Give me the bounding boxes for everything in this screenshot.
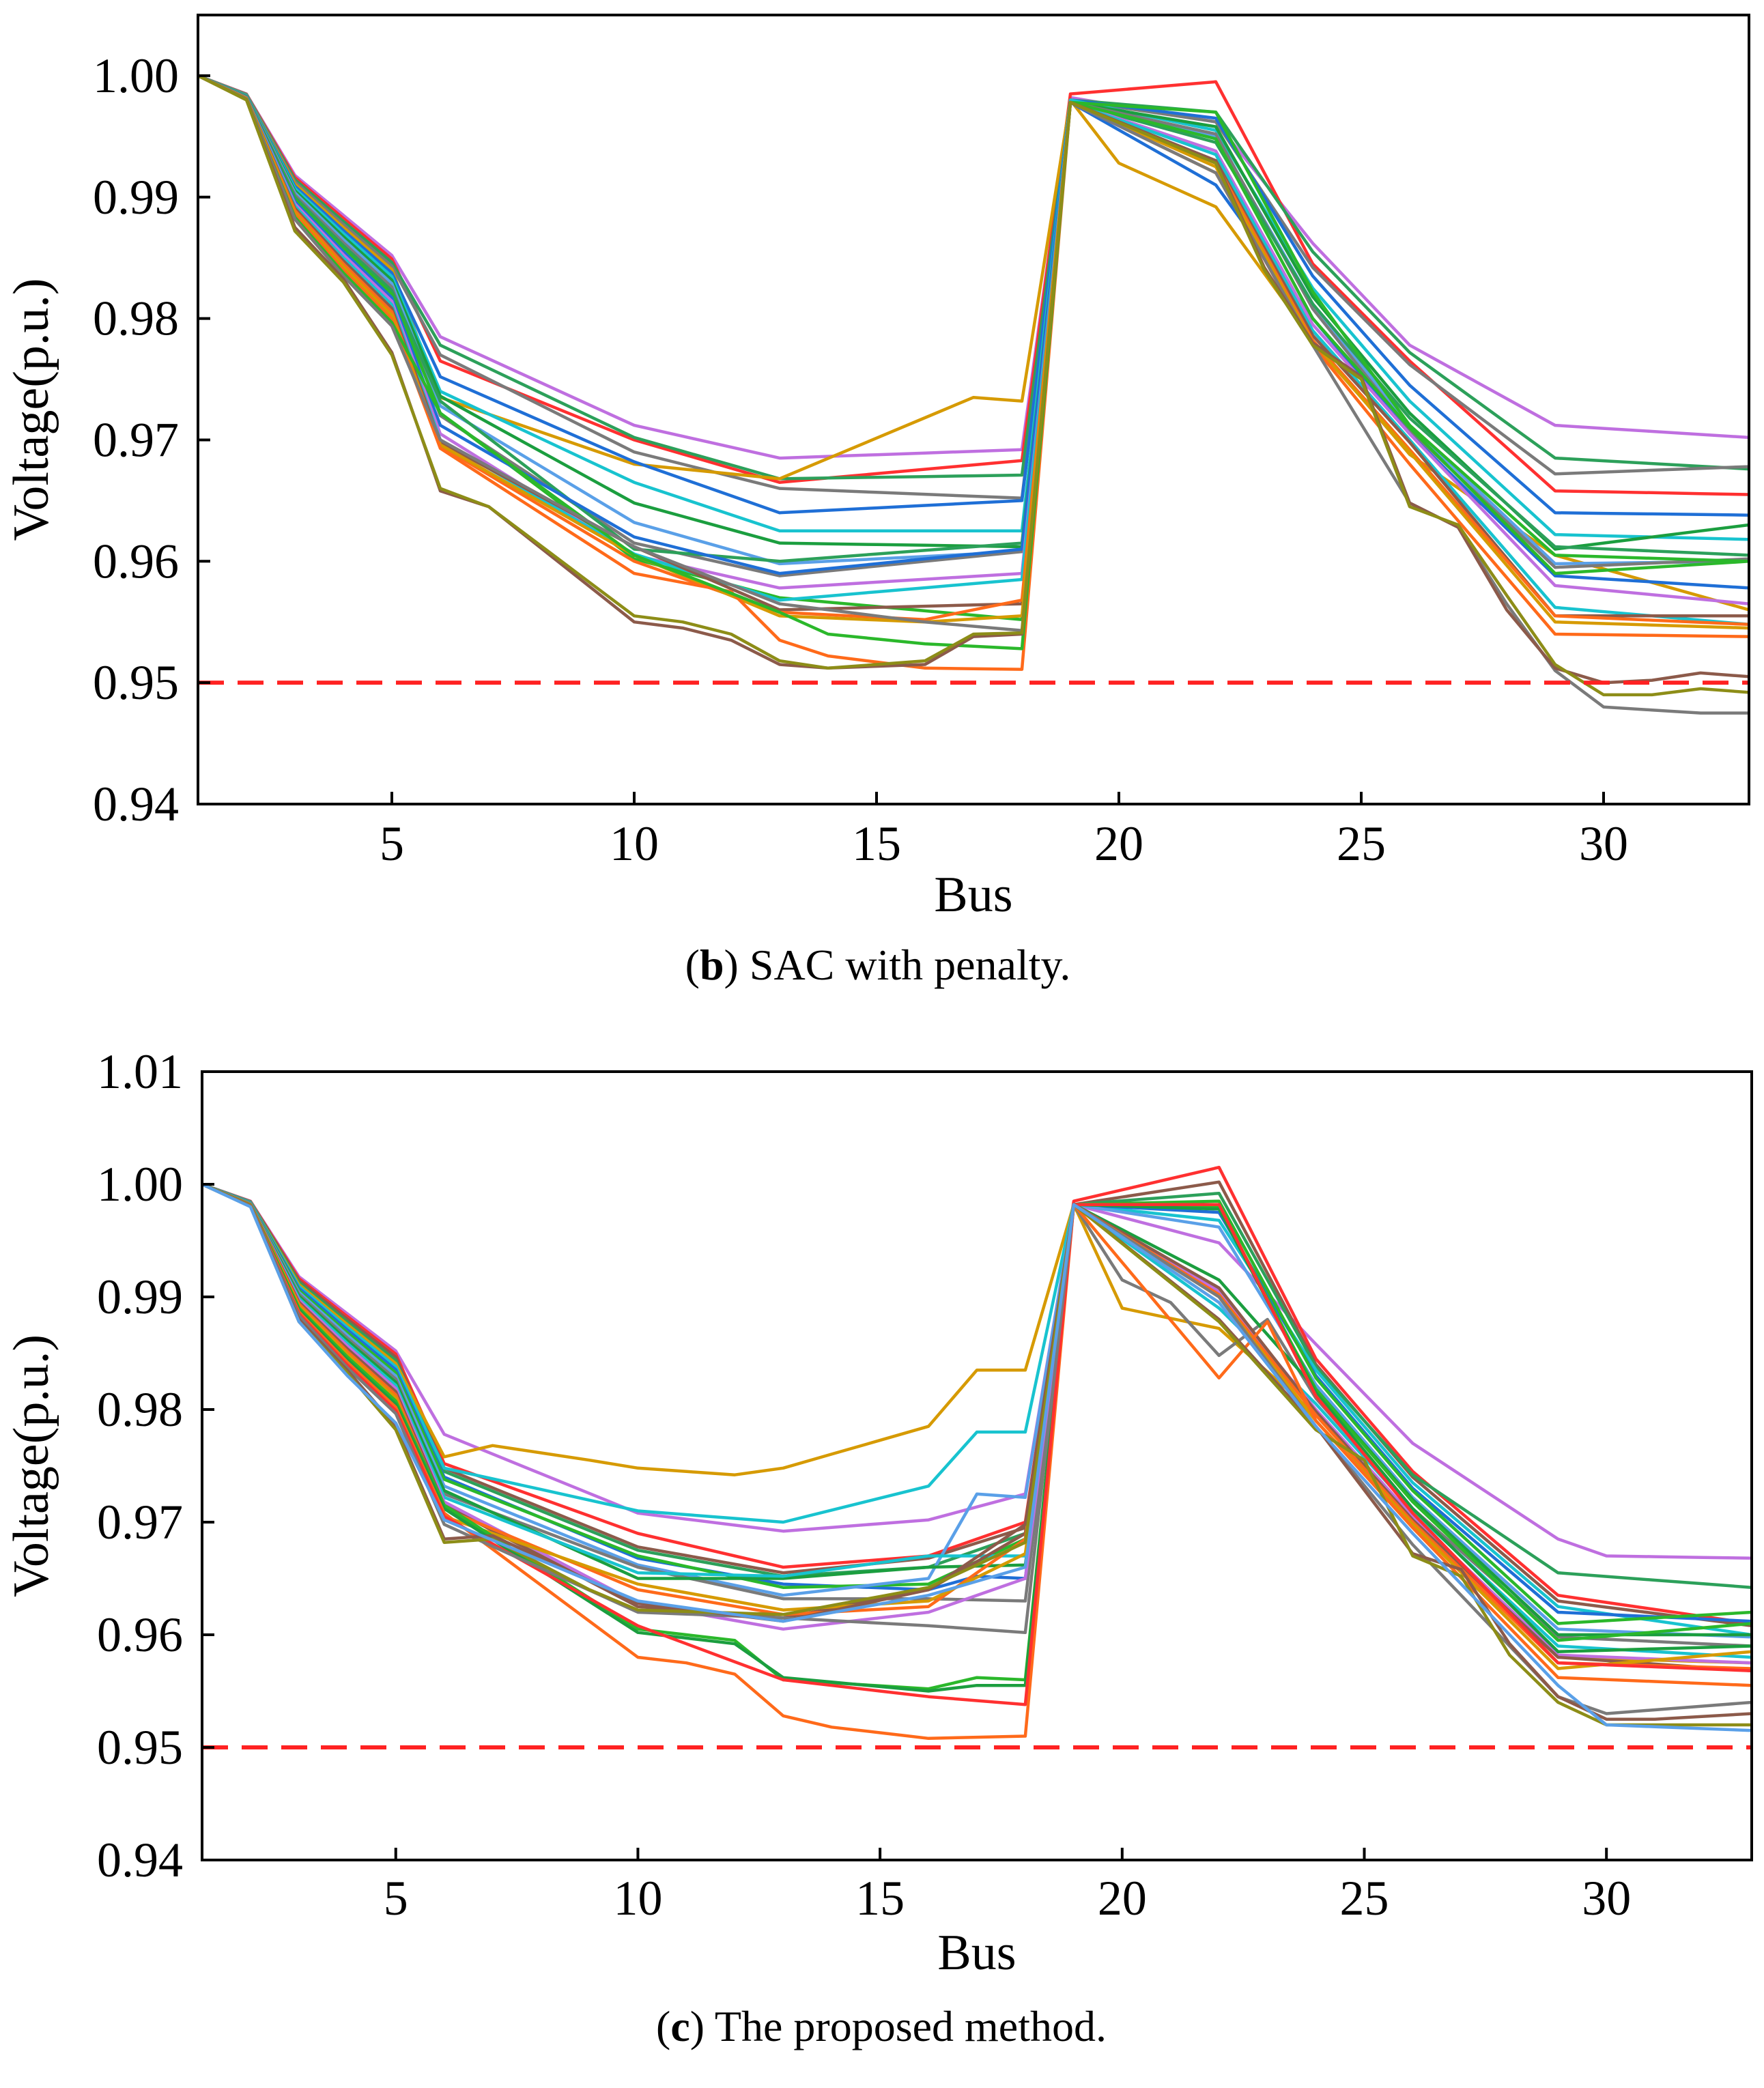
x-axis-title: Bus <box>937 1925 1016 1981</box>
y-tick-label: 0.94 <box>93 777 179 831</box>
panel-c-proposed-method: 5 10 15 20 25 30 0.94 0.95 0.96 0.97 0.98 0.99 1.00 1… <box>3 1044 1753 2050</box>
x-tick-label: 20 <box>1094 816 1143 871</box>
panel-b-sac-with-penalty: 5 10 15 20 25 30 0.94 0.95 0.96 0.97 0.98 0.99 1.00 B… <box>3 14 1750 989</box>
y-tick-label: 0.94 <box>97 1833 183 1887</box>
voltage-series-line <box>198 74 1749 671</box>
x-tick-label: 25 <box>1340 1871 1389 1926</box>
voltage-series-line <box>202 1182 1752 1639</box>
voltage-series-line <box>198 74 1749 460</box>
series-group <box>198 74 1749 715</box>
voltage-series-line <box>198 74 1749 541</box>
voltage-series-line <box>202 1182 1752 1670</box>
x-tick-label: 25 <box>1337 816 1386 871</box>
voltage-series-line <box>202 1182 1752 1693</box>
voltage-series-line <box>198 74 1749 627</box>
y-tick-label: 1.00 <box>97 1157 183 1212</box>
voltage-series-line <box>198 74 1749 630</box>
voltage-series-line <box>198 74 1749 715</box>
x-tick-label: 30 <box>1579 816 1628 871</box>
voltage-series-line <box>198 74 1749 627</box>
voltage-series-line <box>198 74 1749 650</box>
x-tick-label: 30 <box>1582 1871 1631 1926</box>
series-group <box>202 1165 1752 1741</box>
y-tick-label: 0.99 <box>97 1270 183 1324</box>
x-tick-label: 5 <box>384 1871 408 1926</box>
y-axis-title: Voltage(p.u.) <box>3 278 59 541</box>
voltage-series-line <box>198 74 1749 697</box>
y-tick-label: 1.01 <box>97 1044 183 1099</box>
x-tick-label: 10 <box>613 1871 662 1926</box>
y-tick-label: 0.95 <box>97 1720 183 1775</box>
voltage-series-line <box>202 1182 1752 1637</box>
plot-frame <box>197 14 1750 805</box>
y-tick-label: 0.95 <box>93 655 179 710</box>
plot-frame <box>201 1070 1753 1861</box>
voltage-series-line <box>202 1182 1752 1665</box>
y-tick-label: 1.00 <box>93 48 179 103</box>
y-tick-label: 0.97 <box>97 1495 183 1549</box>
voltage-series-line <box>202 1182 1752 1732</box>
y-tick-label: 0.99 <box>93 170 179 225</box>
voltage-series-line <box>198 74 1749 563</box>
voltage-series-line <box>202 1180 1752 1628</box>
x-tick-label: 5 <box>380 816 404 871</box>
voltage-series-line <box>202 1182 1752 1727</box>
y-axis-title: Voltage(p.u.) <box>3 1334 59 1597</box>
x-tick-label: 15 <box>852 816 901 871</box>
voltage-series-line <box>202 1182 1752 1560</box>
figure-caption: (c) The proposed method. <box>656 2002 1107 2050</box>
voltage-series-line <box>202 1165 1752 1625</box>
y-tick-label: 0.98 <box>97 1382 183 1437</box>
figure-caption: (b) SAC with penalty. <box>685 941 1071 989</box>
x-tick-label: 15 <box>855 1871 905 1926</box>
y-tick-label: 0.98 <box>93 291 179 346</box>
voltage-series-line <box>198 74 1749 481</box>
voltage-series-line <box>198 74 1749 496</box>
x-tick-label: 20 <box>1098 1871 1147 1926</box>
y-tick-label: 0.96 <box>97 1607 183 1662</box>
x-tick-label: 10 <box>610 816 659 871</box>
voltage-series-line <box>202 1182 1752 1589</box>
y-tick-label: 0.97 <box>93 412 179 467</box>
voltage-series-line <box>198 74 1749 500</box>
voltage-series-line <box>198 74 1749 605</box>
voltage-series-line <box>202 1182 1752 1665</box>
voltage-series-line <box>198 74 1749 590</box>
voltage-series-line <box>198 74 1749 517</box>
y-tick-label: 0.96 <box>93 534 179 588</box>
x-axis-title: Bus <box>934 867 1012 923</box>
voltage-series-line <box>198 74 1749 618</box>
voltage-series-line <box>202 1182 1752 1691</box>
